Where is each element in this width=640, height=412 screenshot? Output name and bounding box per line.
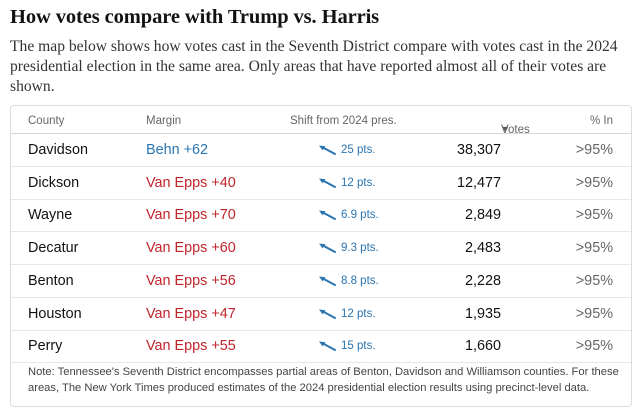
votes-count: 12,477	[456, 174, 501, 191]
votes-count: 1,935	[464, 305, 501, 322]
header-votes-label: Votes	[501, 124, 530, 136]
pct-in: >95%	[575, 174, 613, 191]
county-margin: Van Epps +70	[146, 207, 236, 224]
table-row: Benton Van Epps +56 8.8 pts. 2,228 >95%	[11, 265, 631, 298]
shift-indicator: 12 pts.	[317, 177, 376, 189]
shift-left-arrow-icon	[319, 145, 336, 155]
shift-value: 12 pts.	[341, 307, 376, 320]
shift-indicator: 8.8 pts.	[317, 275, 379, 287]
county-name: Perry	[28, 338, 63, 355]
shift-value: 15 pts.	[341, 340, 376, 353]
table-row: Wayne Van Epps +70 6.9 pts. 2,849 >95%	[11, 199, 631, 233]
shift-indicator: 12 pts.	[317, 308, 376, 320]
header-pct-in[interactable]: % In	[589, 115, 613, 127]
table-header: County Margin Shift from 2024 pres. ▼ Vot…	[11, 106, 631, 136]
pct-in: >95%	[575, 207, 613, 224]
votes-count: 2,228	[464, 272, 501, 289]
shift-value: 6.9 pts.	[341, 209, 379, 222]
header-county[interactable]: County	[28, 115, 65, 127]
county-name: Wayne	[28, 207, 73, 224]
results-table: County Margin Shift from 2024 pres. ▼ Vot…	[10, 105, 632, 407]
shift-value: 12 pts.	[341, 176, 376, 189]
page-title: How votes compare with Trump vs. Harris	[10, 6, 380, 28]
shift-value: 9.3 pts.	[341, 242, 379, 255]
county-margin: Van Epps +55	[146, 338, 236, 355]
table-row: Perry Van Epps +55 15 pts. 1,660 >95%	[11, 330, 631, 364]
shift-left-arrow-icon	[319, 210, 336, 221]
shift-left-arrow-icon	[319, 243, 336, 254]
shift-value: 8.8 pts.	[341, 274, 379, 287]
shift-value: 25 pts.	[341, 144, 376, 156]
pct-in: >95%	[575, 240, 613, 257]
shift-left-arrow-icon	[319, 178, 336, 188]
votes-count: 38,307	[456, 142, 501, 158]
shift-indicator: 15 pts.	[317, 340, 376, 352]
pct-in: >95%	[575, 142, 613, 158]
header-shift[interactable]: Shift from 2024 pres.	[290, 115, 397, 127]
county-margin: Behn +62	[146, 142, 209, 158]
shift-left-arrow-icon	[319, 341, 336, 352]
county-name: Houston	[28, 305, 82, 322]
table-row: Decatur Van Epps +60 9.3 pts. 2,483 >95%	[11, 232, 631, 266]
shift-left-arrow-icon	[319, 276, 336, 286]
county-name: Benton	[28, 272, 74, 289]
shift-indicator: 6.9 pts.	[317, 209, 379, 221]
shift-left-arrow-icon	[319, 309, 336, 319]
pct-in: >95%	[575, 338, 613, 355]
pct-in: >95%	[575, 305, 613, 322]
county-margin: Van Epps +47	[146, 305, 236, 322]
county-name: Davidson	[28, 142, 88, 158]
votes-count: 1,660	[464, 338, 501, 355]
header-margin[interactable]: Margin	[146, 115, 182, 127]
pct-in: >95%	[575, 272, 613, 289]
county-name: Decatur	[28, 240, 79, 257]
page-description: The map below shows how votes cast in th…	[10, 38, 618, 95]
shift-indicator: 25 pts.	[317, 144, 376, 156]
sort-down-triangle-icon: ▼	[501, 124, 510, 134]
votes-count: 2,849	[464, 207, 501, 224]
county-name: Dickson	[28, 174, 80, 191]
table-row: Houston Van Epps +47 12 pts. 1,935 >95%	[11, 298, 631, 331]
table-row: Dickson Van Epps +40 12 pts. 12,477 >95%	[11, 167, 631, 200]
county-margin: Van Epps +56	[146, 272, 236, 289]
table-note: Note: Tennessee's Seventh District encom…	[28, 366, 619, 394]
votes-count: 2,483	[464, 240, 501, 257]
county-margin: Van Epps +40	[146, 174, 236, 191]
shift-indicator: 9.3 pts.	[317, 242, 379, 254]
table-row: Davidson Behn +62 25 pts. 38,307 >95%	[11, 134, 631, 167]
county-margin: Van Epps +60	[146, 240, 236, 257]
